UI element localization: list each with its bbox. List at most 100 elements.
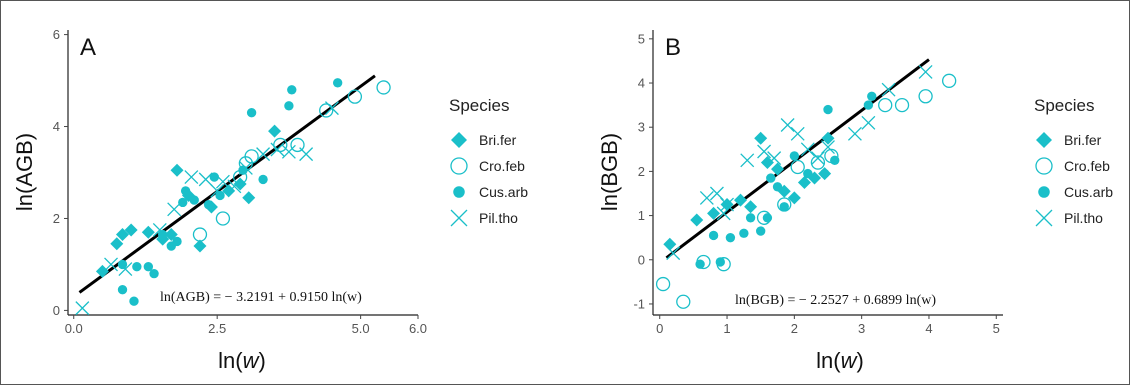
panel-b-point-cro-feb [918,89,933,104]
panel-b-point-cro-feb [676,294,691,309]
panel-b-legend-label-cro-feb: Cro.feb [1064,158,1110,174]
panel-b-legend-symbol-cus-arb [1038,186,1050,198]
panel-b-point-cus-arb [803,168,813,179]
panel-b-y-axis-title: ln(BGB) [597,133,622,211]
panel-a-point-cus-arb [287,85,297,95]
panel-b-point-cus-arb [708,230,719,241]
panel-b-point-pil-tho [847,126,862,141]
panel-a-point-cus-arb [246,108,257,118]
panel-a-point-pil-tho [281,144,296,159]
panel-b-y-tick-label: -1 [633,296,645,311]
panel-b-point-pil-tho [790,126,805,141]
panel-a-point-pil-tho [75,301,90,316]
panel-a-point-pil-tho [324,101,339,116]
panel-b-point-bri-fer [744,200,758,214]
panel-a-points [75,78,391,316]
panel-b-point-cus-arb [756,226,766,236]
panel-b-y-tick-label: 0 [638,252,645,267]
panel-a-point-cus-arb [178,197,188,208]
panel-b-point-bri-fer [821,131,835,145]
panel-a-x-axis-title: ln(w) [218,348,266,373]
panel-b-y-tick-label: 3 [638,120,645,135]
panel-a-point-bri-fer [124,223,138,237]
panel-a-x-tick-label: 2.5 [208,321,226,336]
panel-b-point-pil-tho [881,82,896,97]
panel-a-legend-symbol-pil-tho [450,209,468,227]
panel-b-point-bri-fer [760,156,774,170]
panel-b-point-cro-feb [655,276,671,292]
panel-b-label: B [665,34,681,61]
panel-a-point-cro-feb [376,80,391,95]
panel-a-point-cus-arb [215,190,225,201]
panel-a-point-cus-arb [172,236,182,247]
panel-a-label: A [80,34,96,61]
panel-a-x-tick-label: 6.0 [409,321,427,336]
panel-b-point-cus-arb [762,213,773,223]
panel-b-x-tick-label: 3 [858,321,865,336]
panel-a-point-bri-fer [116,228,130,242]
panel-a-y-tick-label: 4 [53,119,60,134]
panel-a-point-pil-tho [238,160,253,175]
panel-a-point-cro-feb [290,137,305,153]
panel-b-points [655,65,957,309]
panel-a-point-cus-arb [284,101,294,111]
panel-a-legend-label-pil-tho: Pil.tho [479,210,518,226]
panel-b-point-cus-arb [819,168,830,179]
panel-b-legend: Species Bri.fer Cro.feb Cus.arb Pil.tho [1034,96,1113,227]
panel-b-point-cus-arb [789,151,800,161]
panel-a-x-tick-label: 0.0 [65,321,83,336]
panel-b-legend-symbol-cro-feb [1035,157,1053,175]
panel-b-point-cus-arb [695,259,705,269]
panel-b-point-cus-arb [772,182,783,192]
panel-a-legend-label-cus-arb: Cus.arb [479,184,528,200]
panel-b-point-pil-tho [918,65,933,79]
panel-b-xlabel-post: ) [857,348,864,373]
panel-a-point-pil-tho [104,257,118,272]
panel-b-point-bri-fer [771,162,785,176]
panel-b-point-pil-tho [810,151,825,166]
panel-b-y-tick-label: 1 [638,208,645,223]
panel-b-point-bri-fer [787,191,801,205]
panel-a-point-pil-tho [256,147,271,162]
panel-a-point-cus-arb [117,285,128,295]
panel-a-point-bri-fer [268,124,282,138]
panel-b-point-pil-tho [699,190,714,205]
panel-a-legend-symbol-cus-arb [453,186,465,198]
panel-b-xlabel-pre: ln( [816,348,841,373]
panel-a-point-pil-tho [299,147,314,162]
panel-a-point-cus-arb [258,174,268,185]
panel-a-point-cro-feb [347,89,363,104]
panel-a-point-cus-arb [117,259,128,270]
panel-b-equation: ln(BGB) = − 2.2527 + 0.6899 ln(w) [735,293,936,308]
panel-a-point-bri-fer [110,237,124,251]
panel-b-x-tick-label: 5 [993,321,1000,336]
panel-a-point-bri-fer [222,184,236,198]
panel-a: A 0.0 2.5 5.0 6.0 0 2 4 6 ln(AGB) = − 3.2191 + … [12,27,528,373]
panel-a-point-pil-tho [270,142,285,157]
panel-a-point-cro-feb [192,227,208,242]
panel-b-point-cro-feb [810,155,826,170]
panel-a-legend-label-cro-feb: Cro.feb [479,158,525,174]
panel-b-y-tick-label: 5 [638,31,645,46]
panel-b-x-tick-label: 0 [656,321,663,336]
panel-b-point-cus-arb [766,173,776,183]
panel-b-point-cro-feb [942,73,957,88]
panel-b-point-bri-fer [754,131,768,145]
panel-a-y-tick-label: 0 [53,303,60,318]
panel-b: B 0 1 2 3 4 5 -1 0 1 2 3 4 5 ln(BGB) = − 2.2527 + 0.… [597,30,1113,373]
panel-a-xlabel-var: w [243,348,261,373]
panel-b-point-cus-arb [830,155,840,166]
panel-a-xlabel-post: ) [259,348,266,373]
panel-b-point-pil-tho [861,115,876,130]
panel-a-point-pil-tho [184,170,199,185]
panel-a-point-bri-fer [242,191,256,205]
panel-b-point-cus-arb [863,100,874,110]
panel-a-point-cus-arb [332,78,343,88]
panel-a-point-bri-fer [141,225,155,239]
panel-b-x-axis-title: ln(w) [816,348,864,373]
panel-b-point-cus-arb [823,104,833,115]
panel-a-point-cus-arb [203,199,214,210]
panel-a-point-cus-arb [157,229,168,240]
panel-b-point-bri-fer [690,213,704,227]
